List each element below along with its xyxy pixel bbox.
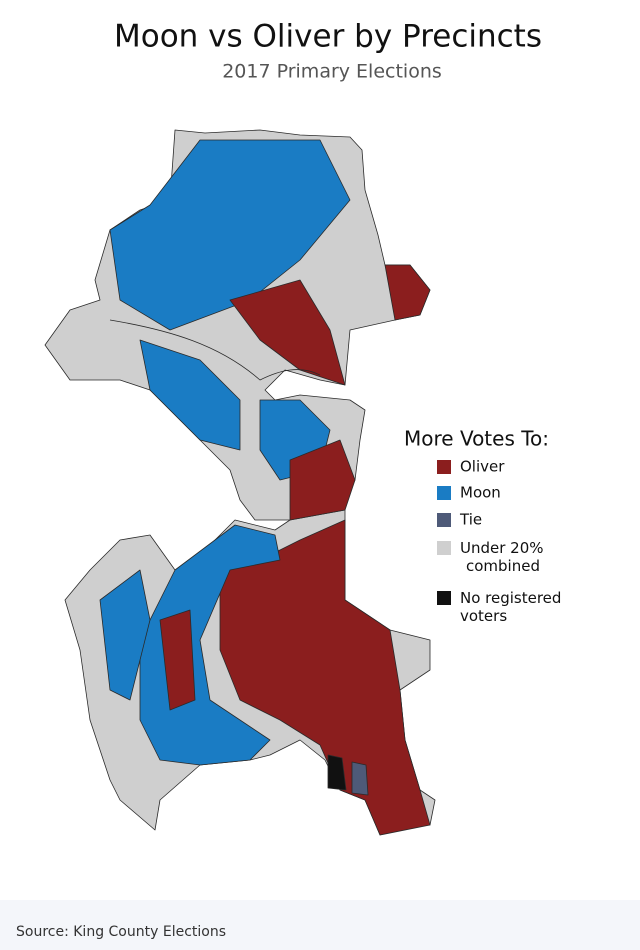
region-none <box>327 754 347 791</box>
region-oliver <box>384 264 431 321</box>
ship-canal <box>109 319 321 381</box>
region-moon <box>139 339 241 451</box>
subtitle: 2017 Primary Elections <box>222 61 442 83</box>
map <box>44 129 436 836</box>
legend-label: Under 20% combined <box>460 539 548 575</box>
legend-label: No registered voters <box>460 589 566 625</box>
legend-label: Tie <box>459 511 482 529</box>
legend-title: More Votes To: <box>404 427 549 451</box>
source: Source: King County Elections <box>16 924 226 940</box>
legend: Oliver Moon Tie Under 20% combined No regist… <box>437 458 566 625</box>
legend-swatch <box>437 591 451 605</box>
legend-swatch <box>437 513 451 527</box>
title: Moon vs Oliver by Precincts <box>114 19 542 55</box>
footer <box>0 900 640 950</box>
region-oliver <box>159 609 196 711</box>
region-moon <box>109 139 351 331</box>
region-moon <box>99 569 151 701</box>
legend-label: Moon <box>460 484 501 502</box>
legend-label: Oliver <box>460 458 505 476</box>
region-tie <box>351 761 369 796</box>
legend-swatch <box>437 460 451 474</box>
region-oliver <box>289 439 356 521</box>
legend-swatch <box>437 486 451 500</box>
legend-swatch <box>437 541 451 555</box>
region-oliver <box>219 519 431 836</box>
region-oliver <box>229 279 346 386</box>
